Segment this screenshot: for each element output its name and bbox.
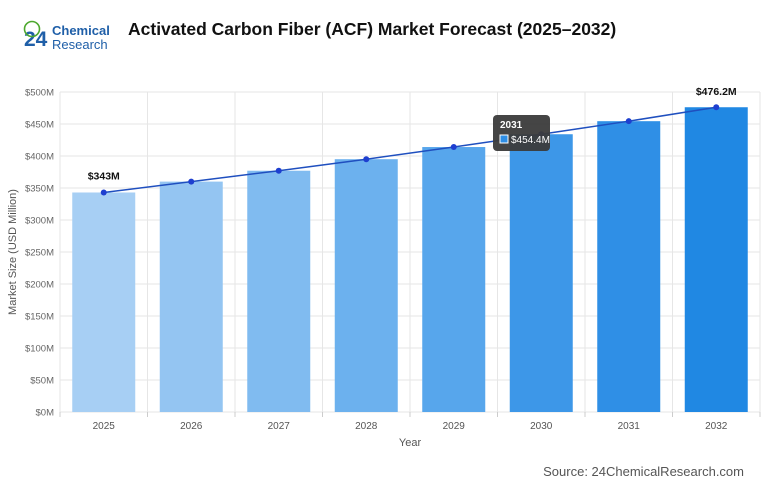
page-title: Activated Carbon Fiber (ACF) Market Fore… (128, 19, 617, 39)
trend-point-2032 (713, 104, 720, 111)
brand-logo: 24 Chemical Research (23, 20, 110, 52)
annotation-first: $343M (88, 170, 120, 182)
trend-point-2025 (100, 189, 107, 196)
trend-point-2028 (363, 156, 370, 163)
chart-tooltip: 2031 $454.4M (493, 115, 550, 151)
logo-line1: Chemical (52, 23, 110, 38)
trend-point-2026 (188, 178, 195, 185)
y-axis-title: Market Size (USD Million) (7, 189, 19, 315)
y-tick-label: $250M (25, 248, 54, 259)
tooltip-swatch (499, 134, 509, 144)
y-tick-label: $500M (25, 88, 54, 99)
bar-2029 (422, 147, 486, 413)
annotation-last: $476.2M (696, 86, 737, 98)
y-tick-label: $450M (25, 120, 54, 131)
x-tick-label: 2029 (443, 421, 466, 432)
bar-2025 (72, 192, 136, 412)
x-tick-label: 2028 (355, 421, 378, 432)
x-tick-label: 2032 (705, 421, 728, 432)
logo-number: 24 (24, 28, 48, 51)
x-tick-label: 2027 (268, 421, 291, 432)
logo-swoosh-icon (23, 20, 41, 38)
bar-2031 (597, 121, 661, 413)
trend-line (103, 106, 717, 194)
y-tick-label: $300M (25, 216, 54, 227)
y-tick-label: $50M (30, 376, 54, 387)
y-tick-label: $400M (25, 152, 54, 163)
bar-2030 (509, 134, 573, 413)
bar-2028 (334, 159, 398, 412)
x-tick-label: 2025 (93, 421, 116, 432)
y-tick-label: $150M (25, 312, 54, 323)
bar-2032 (684, 107, 748, 413)
x-tick-label: 2030 (530, 421, 553, 432)
y-tick-label: $0M (36, 408, 55, 419)
source-note: Source: 24ChemicalResearch.com (543, 464, 744, 479)
x-axis-title: Year (399, 437, 422, 449)
trend-point-2027 (275, 167, 282, 174)
bar-2026 (159, 181, 223, 412)
logo-line2: Research (52, 37, 108, 52)
trend-point-2029 (450, 144, 457, 151)
y-tick-label: $350M (25, 184, 54, 195)
tooltip-title: 2031 (500, 120, 523, 131)
bar-2027 (247, 170, 311, 412)
tooltip-value: $454.4M (511, 135, 550, 146)
trend-point-2031 (625, 118, 632, 125)
x-tick-label: 2026 (180, 421, 203, 432)
y-tick-label: $100M (25, 344, 54, 355)
y-tick-label: $200M (25, 280, 54, 291)
x-tick-label: 2031 (618, 421, 641, 432)
